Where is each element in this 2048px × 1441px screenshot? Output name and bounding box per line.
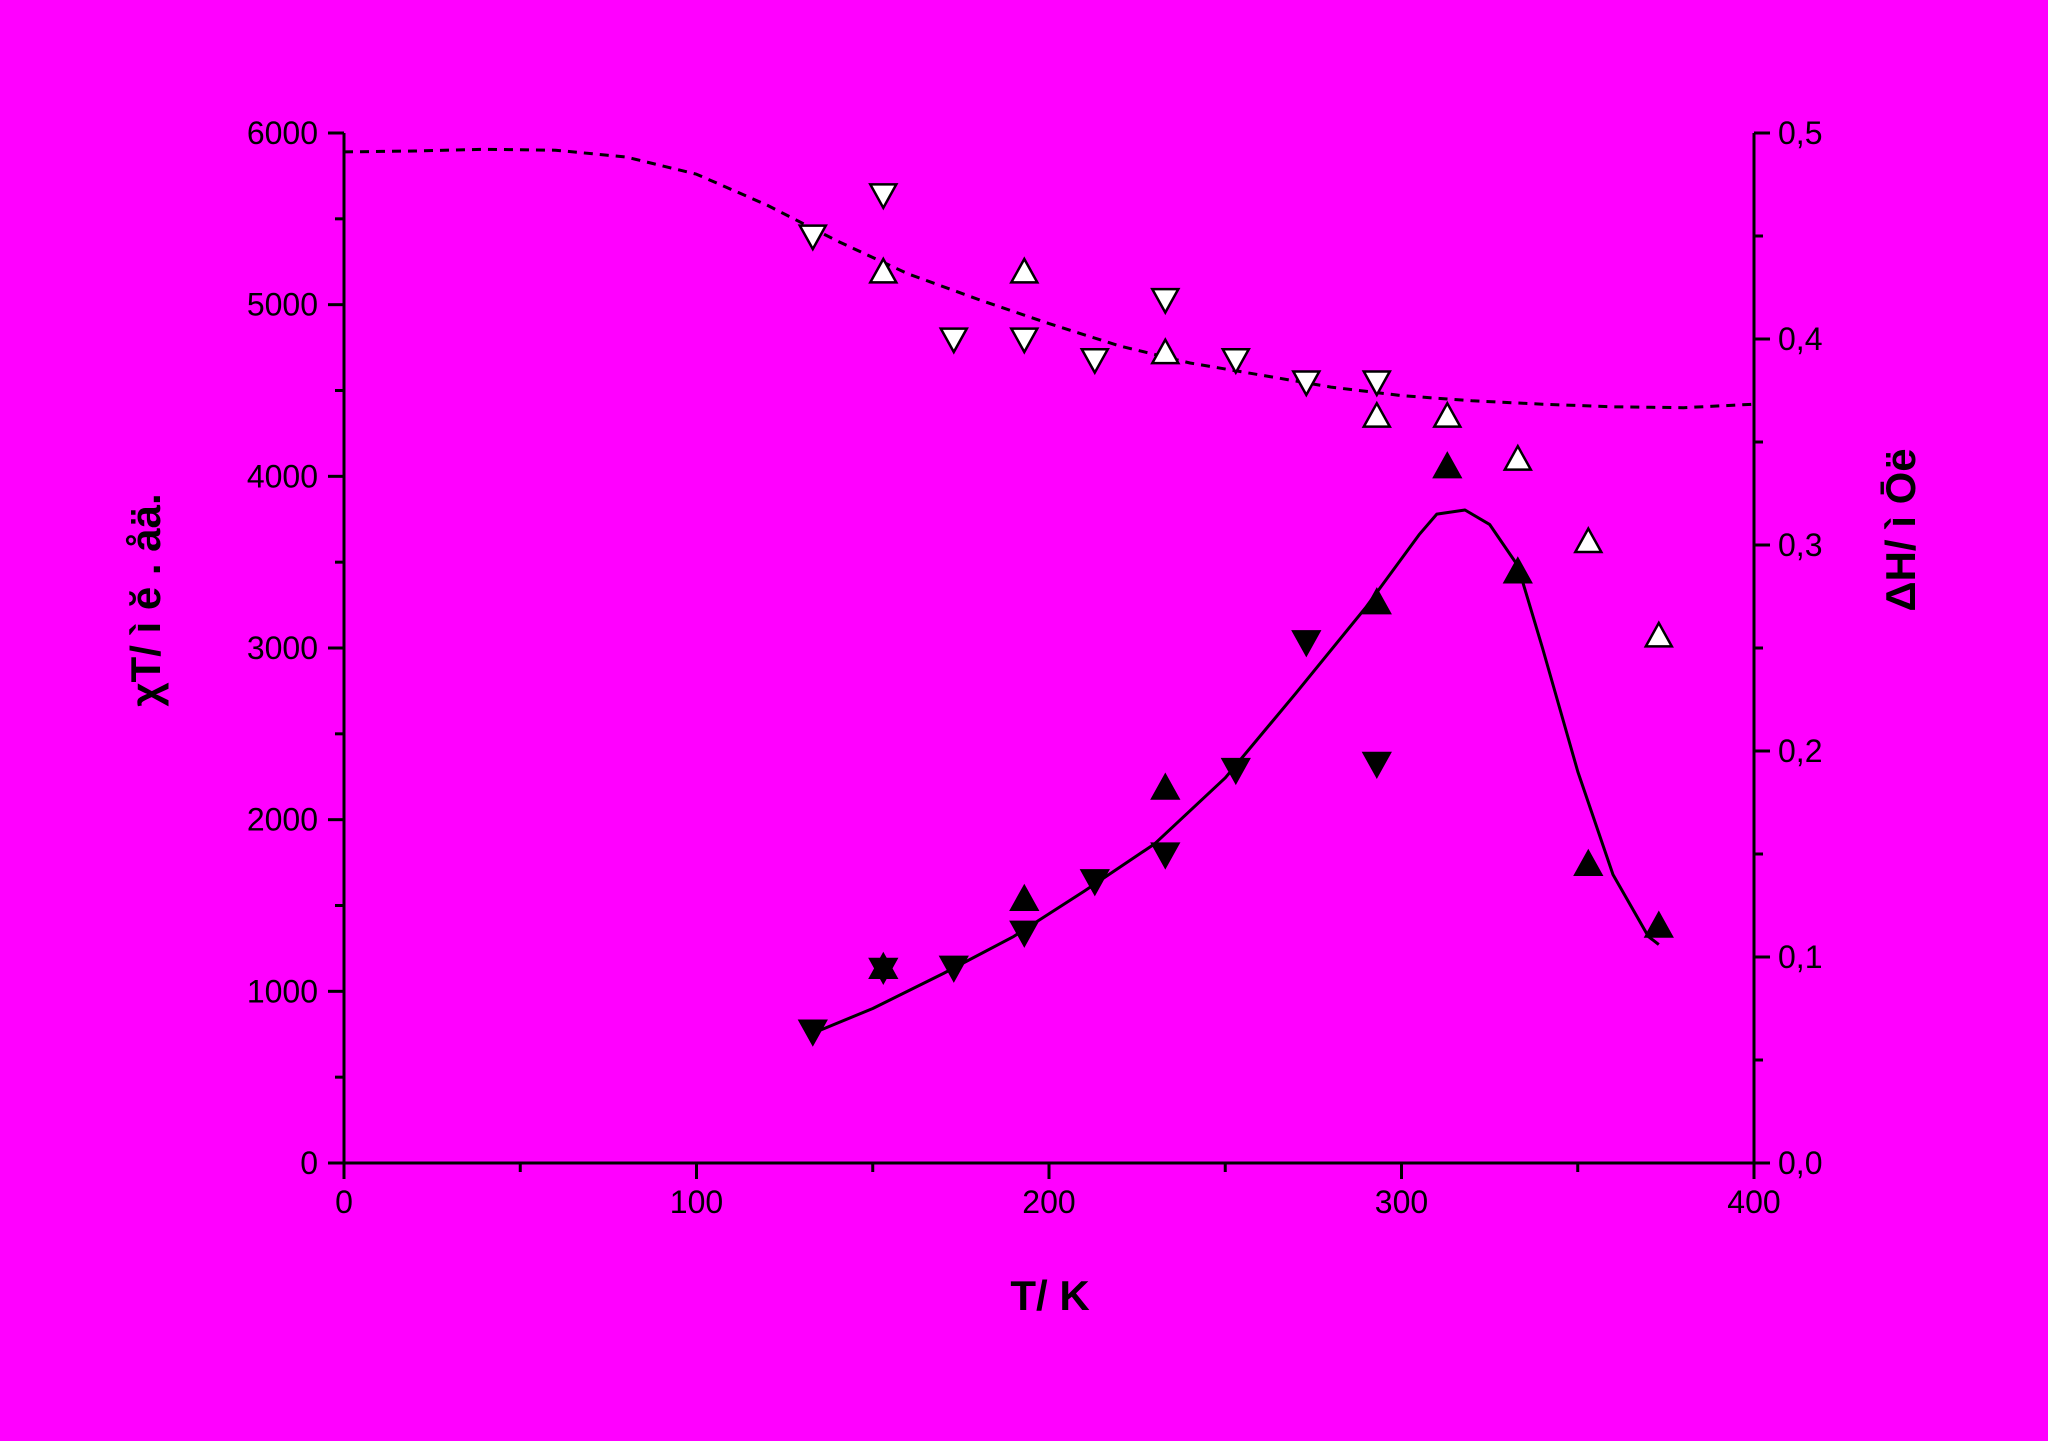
marker-triangle-down-open [1079, 347, 1110, 376]
solid-fit-curve [812, 508, 1660, 1035]
marker-triangle-down-filled [797, 1019, 828, 1047]
marker-triangle-down-open [1361, 370, 1392, 398]
y-right-tick-label: 0,4 [1778, 321, 1822, 357]
marker-triangle-down-open [1291, 370, 1322, 398]
marker-triangle-up-filled [1643, 910, 1674, 938]
x-tick-label: 100 [670, 1184, 723, 1220]
y-right-tick-label: 0,2 [1778, 733, 1822, 769]
y-right-tick-label: 0,1 [1778, 939, 1822, 975]
y-left-tick-label: 4000 [247, 458, 318, 494]
marker-triangle-down-filled [1361, 751, 1392, 779]
marker-triangle-up-open [1432, 400, 1463, 428]
y-right-tick-label: 0,3 [1778, 527, 1822, 563]
y-left-tick-label: 5000 [247, 287, 318, 323]
marker-triangle-up-open [1573, 526, 1604, 554]
marker-triangle-down-filled [1009, 920, 1040, 948]
marker-triangle-up-filled [1361, 587, 1392, 615]
marker-triangle-down-filled [1220, 757, 1251, 786]
y-right-tick-label: 0,0 [1778, 1145, 1822, 1181]
marker-triangle-down-filled [1291, 630, 1322, 658]
marker-triangle-up-open [1009, 256, 1040, 284]
marker-triangle-up-open [1150, 337, 1181, 365]
y-left-tick-label: 6000 [247, 115, 318, 151]
marker-triangle-up-open [868, 256, 899, 284]
fit-curves [343, 147, 1755, 1035]
dashed-fit-curve [343, 147, 1755, 410]
marker-triangle-down-open [868, 183, 899, 211]
axes: 0 100 200 300 40001000200030004000500060000,… [247, 115, 1823, 1220]
y-right-tick-label: 0,5 [1778, 115, 1822, 151]
marker-triangle-down-filled [1079, 869, 1110, 897]
x-tick-label: 200 [1022, 1184, 1075, 1220]
marker-triangle-down-open [938, 327, 969, 355]
data-markers [797, 183, 1674, 1047]
marker-triangle-down-open [1220, 347, 1251, 376]
y-left-tick-label: 1000 [247, 973, 318, 1009]
marker-triangle-up-filled [1573, 848, 1604, 876]
marker-triangle-down-open [797, 224, 828, 252]
marker-triangle-up-open [1502, 443, 1533, 471]
x-axis-title: T/ K [1010, 1272, 1089, 1319]
x-tick-label: 300 [1375, 1184, 1428, 1220]
y-left-tick-label: 0 [300, 1145, 318, 1181]
marker-triangle-up-filled [868, 951, 899, 979]
marker-triangle-down-filled [938, 955, 969, 983]
marker-triangle-down-open [1009, 327, 1040, 355]
x-tick-label: 400 [1727, 1184, 1780, 1220]
marker-triangle-up-filled [1009, 883, 1040, 911]
marker-triangle-down-open [1150, 287, 1181, 316]
marker-triangle-up-filled [1150, 772, 1181, 800]
x-tick-label: 0 [335, 1184, 353, 1220]
marker-triangle-up-open [1643, 620, 1674, 648]
y-left-tick-label: 3000 [247, 630, 318, 666]
y-left-tick-label: 2000 [247, 802, 318, 838]
marker-triangle-up-filled [1502, 556, 1533, 584]
marker-triangle-up-open [1361, 400, 1392, 428]
marker-triangle-up-filled [1432, 451, 1463, 479]
marker-triangle-down-filled [1150, 842, 1181, 870]
y-axis-title-left: χT/ ì ĕ . åä. [122, 493, 169, 706]
y-axis-title-right: ΔH/ ì Ōë [1877, 448, 1924, 611]
